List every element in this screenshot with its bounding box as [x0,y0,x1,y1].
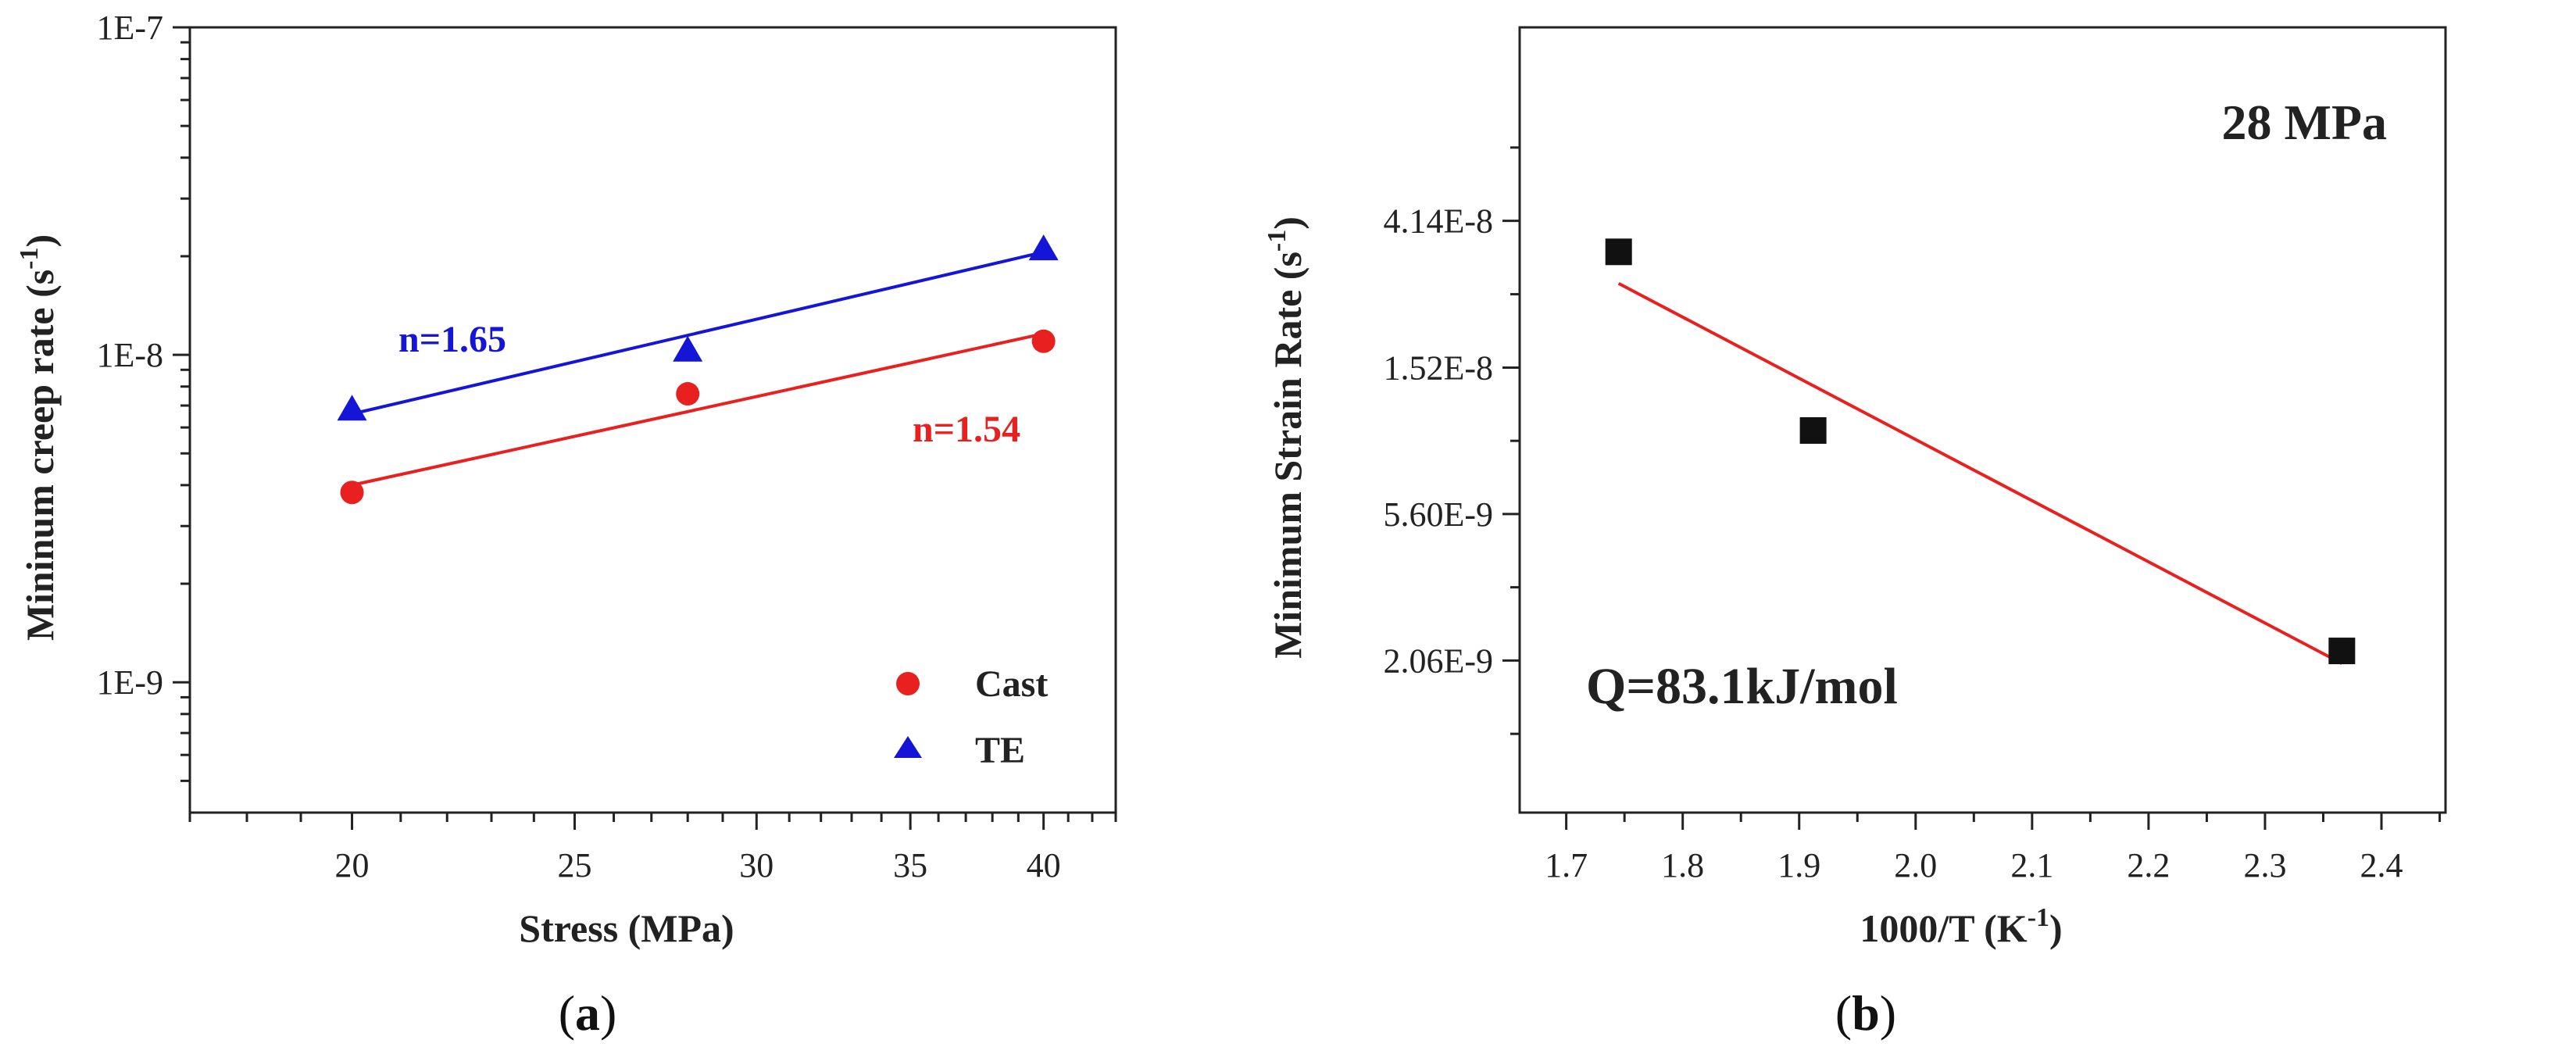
panel-a-data-points [337,234,1059,505]
fit-line-te [352,250,1045,416]
x-tick-label: 1.9 [1777,846,1820,884]
legend-cast-marker [896,672,920,695]
data-point-te [673,335,703,362]
data-point-28-mpa [1799,416,1827,444]
fit-line-cast [352,332,1045,487]
panel-b-x-axis-title: 1000/T (K-1) [1860,903,2062,950]
y-tick-label: 4.14E-8 [1383,202,1493,241]
legend-te-marker [894,736,922,758]
x-tick-label: 2.1 [2010,846,2053,884]
panel-a-fit-label-te: n=1.65 [398,319,506,360]
data-point-te [1028,234,1059,261]
y-tick-label: 1E-8 [96,336,163,374]
x-tick-label: 2.4 [2360,846,2403,884]
y-tick-label: 1E-9 [96,663,163,702]
x-tick-label: 2.0 [1894,846,1937,884]
x-tick-label: 35 [893,846,927,884]
panel-a-legend: Cast TE [894,663,1048,771]
panel-a-plot-frame [188,26,1117,814]
panel-b-ticks: 1.7 1.8 1.9 2.0 2.1 2.2 2.3 2.4 4.14E-8 1.52E-8 5.… [1383,146,2442,884]
x-tick-label: 2.3 [2243,846,2286,884]
data-point-28-mpa [1605,238,1632,266]
y-tick-label: 5.60E-9 [1383,495,1493,534]
panel-a-y-axis-title: Mininum creep rate (s-1) [15,234,62,641]
data-point-cast [340,481,364,505]
panel-a-ticks: 20 25 30 35 40 1E-7 1E-8 1E-9 [96,9,1117,884]
x-tick-label: 20 [335,846,370,884]
legend-cast-label: Cast [975,663,1048,705]
x-tick-label: 1.7 [1545,846,1588,884]
panel-a-label: (a) [559,985,617,1041]
panel-b-condition-label: 28 MPa [2222,95,2388,150]
data-point-te [337,395,367,421]
panel-a-fit-lines [352,250,1045,487]
panel-b-activation-energy: Q=83.1kJ/mol [1586,658,1898,715]
x-tick-label: 1.8 [1661,846,1704,884]
data-point-28-mpa [2328,638,2356,665]
data-point-cast [1031,329,1056,353]
y-tick-label: 2.06E-9 [1383,641,1493,680]
legend-te-label: TE [975,730,1025,771]
panel-b-label: (b) [1835,985,1896,1041]
panel-b-data-points [1605,238,2356,665]
panel-b-fit-lines [1617,282,2343,665]
x-tick-label: 40 [1027,846,1061,884]
fit-line-28-mpa [1617,282,2343,665]
panel-a-creep-rate-vs-stress: 20 25 30 35 40 1E-7 1E-8 1E-9 n=1.65 n=1.54 Cas… [15,9,1117,1041]
x-tick-label: 25 [557,846,591,884]
y-tick-label: 1.52E-8 [1383,349,1493,388]
panel-a-x-axis-title: Stress (MPa) [519,906,734,950]
x-tick-label: 30 [739,846,774,884]
panel-b-strain-rate-vs-inverse-temperature: 1.7 1.8 1.9 2.0 2.1 2.2 2.3 2.4 4.14E-8 1.52E-8 5.… [1263,26,2447,1041]
data-point-cast [676,382,700,406]
panel-b-plot-frame [1518,26,2447,814]
x-tick-label: 2.2 [2127,846,2170,884]
y-tick-label: 1E-7 [96,9,163,47]
panel-b-y-axis-title: Minimum Strain Rate (s-1) [1263,216,1309,659]
panel-a-fit-label-cast: n=1.54 [913,409,1020,450]
